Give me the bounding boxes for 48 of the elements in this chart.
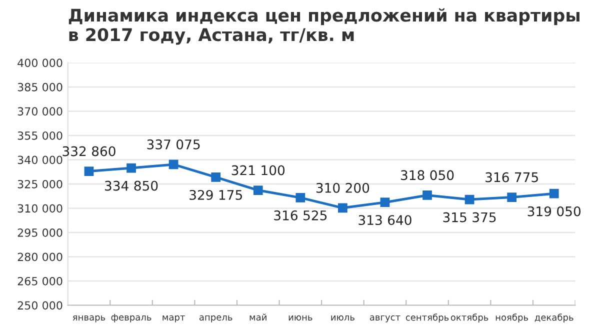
point [126, 163, 136, 173]
x-tick-label: январь [72, 315, 106, 322]
y-tick-label: 370 000 [18, 107, 62, 116]
point [84, 166, 94, 176]
data-label: 315 375 [443, 212, 496, 222]
y-tick-label: 400 000 [18, 58, 62, 68]
data-label: 316 775 [486, 172, 538, 182]
point [507, 192, 517, 202]
x-tick-label: июнь [288, 315, 312, 321]
x-tick-label: февраль [111, 314, 152, 322]
y-tick-label: 340 000 [18, 156, 62, 164]
chart-title: Динамика индекса цен предложений на квартиры в 2017 году, Астана, тг/кв. м [68, 8, 580, 45]
point [422, 190, 432, 200]
x-tick-label: август [370, 315, 400, 322]
data-label: 310 200 [316, 182, 370, 193]
point [464, 194, 474, 204]
data-label: 319 050 [528, 206, 581, 216]
x-tick-label: сентябрь [406, 314, 449, 322]
data-label: 332 860 [62, 146, 116, 156]
y-tick-label: 385 000 [18, 82, 62, 92]
point [549, 188, 559, 198]
x-tick-label: июль [331, 315, 354, 321]
y-tick-label: 310 000 [18, 204, 62, 213]
y-tick-label: 295 000 [18, 228, 62, 237]
data-label: 334 850 [105, 180, 158, 191]
point [253, 186, 263, 195]
x-tick-label: март [162, 315, 185, 322]
data-label: 337 075 [147, 139, 200, 150]
x-tick-label: октябрь [450, 314, 488, 322]
y-tick-label: 265 000 [18, 276, 62, 286]
point [380, 198, 390, 208]
x-tick-label: декабрь [534, 314, 574, 322]
y-tick-label: 280 000 [18, 252, 62, 262]
data-label: 316 525 [274, 210, 327, 220]
x-tick-label: май [250, 314, 266, 321]
data-label: 321 100 [232, 165, 285, 176]
y-tick-label: 355 000 [18, 131, 62, 140]
point [338, 203, 348, 213]
x-tick-label: ноябрь [496, 314, 528, 322]
y-tick-label: 250 000 [18, 301, 62, 310]
data-label: 318 050 [400, 170, 454, 180]
x-tick-label: апрель [199, 315, 232, 322]
data-label: 329 175 [190, 190, 242, 200]
data-label: 313 640 [358, 215, 412, 226]
y-tick-label: 325 000 [18, 180, 62, 188]
point [296, 192, 306, 202]
point [211, 172, 221, 182]
point [168, 160, 178, 170]
